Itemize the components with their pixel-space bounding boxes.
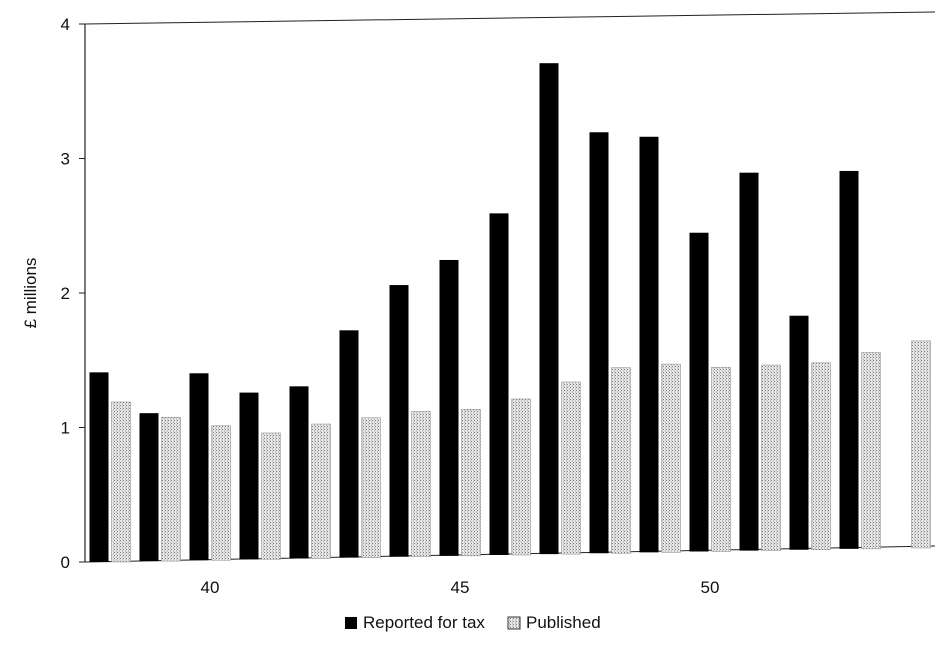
legend-label: Published bbox=[526, 613, 601, 632]
bar-published bbox=[511, 398, 531, 556]
y-tick-label: 2 bbox=[61, 284, 70, 303]
bar-reported-for-tax bbox=[689, 232, 709, 552]
bar-published bbox=[711, 366, 731, 552]
x-axis: 40 45 50 bbox=[201, 578, 720, 597]
y-tick-label: 4 bbox=[61, 15, 70, 34]
x-tick-label: 50 bbox=[701, 578, 720, 597]
bar-reported-for-tax bbox=[389, 285, 409, 557]
bar-published bbox=[361, 417, 381, 558]
bar-reported-for-tax bbox=[139, 413, 159, 562]
legend-label: Reported for tax bbox=[363, 613, 485, 632]
legend-swatch bbox=[345, 617, 357, 629]
bar-reported-for-tax bbox=[489, 213, 509, 555]
bar-published bbox=[111, 401, 131, 563]
plot-frame-top bbox=[84, 11, 936, 25]
bar-published bbox=[661, 363, 681, 553]
bar-published bbox=[811, 362, 831, 551]
bar-reported-for-tax bbox=[439, 259, 459, 556]
y-tick-label: 1 bbox=[61, 419, 70, 438]
x-tick-label: 45 bbox=[451, 578, 470, 597]
bar-published bbox=[861, 352, 881, 550]
bar-published bbox=[761, 364, 781, 551]
bar-reported-for-tax bbox=[339, 330, 359, 558]
bar-published bbox=[561, 381, 581, 555]
y-axis-title: £ millions bbox=[21, 258, 40, 329]
y-axis: 0 1 2 3 4 bbox=[61, 15, 85, 572]
bar-published bbox=[411, 411, 431, 557]
y-tick-label: 0 bbox=[61, 553, 70, 572]
legend: Reported for tax Published bbox=[345, 613, 601, 632]
bar-published bbox=[161, 416, 181, 562]
x-tick-label: 40 bbox=[201, 578, 220, 597]
bar-published bbox=[461, 409, 481, 557]
bar-reported-for-tax bbox=[589, 132, 609, 554]
legend-swatch bbox=[507, 616, 521, 630]
bar-reported-for-tax bbox=[639, 136, 659, 553]
y-tick-label: 3 bbox=[61, 150, 70, 169]
bar-reported-for-tax bbox=[539, 63, 559, 555]
bar-published bbox=[211, 425, 231, 561]
bar-published bbox=[311, 423, 331, 559]
bar-reported-for-tax bbox=[89, 372, 109, 562]
bar-published bbox=[611, 367, 631, 554]
bar-reported-for-tax bbox=[289, 386, 309, 559]
bar-reported-for-tax bbox=[789, 315, 809, 550]
bars-group bbox=[89, 63, 931, 563]
bar-reported-for-tax bbox=[239, 392, 259, 560]
bar-reported-for-tax bbox=[189, 373, 209, 561]
bar-published bbox=[911, 340, 931, 549]
bar-published bbox=[261, 432, 281, 560]
bar-reported-for-tax bbox=[839, 170, 859, 549]
bar-reported-for-tax bbox=[739, 172, 759, 551]
